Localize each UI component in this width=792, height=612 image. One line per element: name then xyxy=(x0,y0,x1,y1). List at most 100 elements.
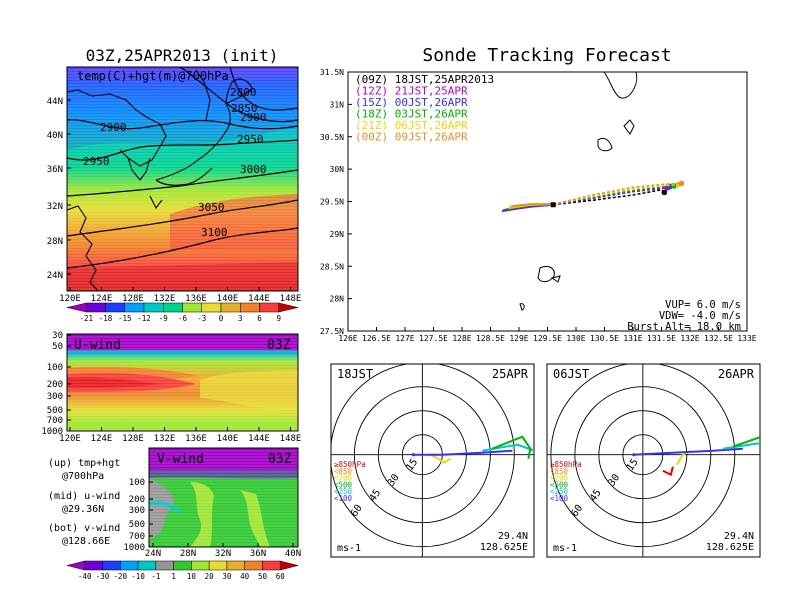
map-lon-label: 132E xyxy=(154,294,176,304)
wind-colorbar-swatch xyxy=(102,560,121,571)
u-lon-label: 140E xyxy=(217,434,239,444)
track-x-label: 131.5E xyxy=(647,334,676,343)
hodo-date-label: 25APR xyxy=(492,367,529,381)
wind-colorbar-label: -20 xyxy=(114,572,128,581)
track-param: VUP= 6.0 m/s xyxy=(665,299,741,311)
v-p-label: 200 xyxy=(129,495,145,505)
contour-label: 3000 xyxy=(240,163,267,176)
u-wind-label: U-wind xyxy=(74,338,121,353)
v-lat-label: 24N xyxy=(145,549,161,559)
track-inbound-line xyxy=(553,182,682,205)
map-lat-label: 32N xyxy=(47,202,63,212)
track-param: Burst Alt= 18.0 km xyxy=(627,321,741,333)
hodo-pressure-legend: <850 xyxy=(550,467,569,476)
wind-colorbar-swatch xyxy=(191,560,210,571)
hodo-plot xyxy=(331,364,534,557)
track-legend-item: (18Z) 03JST,26APR xyxy=(355,108,468,121)
temp-colorbar-swatch xyxy=(278,302,299,313)
track-x-label: 128.5E xyxy=(476,334,505,343)
map-lon-label: 124E xyxy=(91,294,113,304)
hodo-time-label: 06JST xyxy=(553,367,589,381)
hodo-trace xyxy=(732,436,760,448)
u-lon-label: 124E xyxy=(91,434,113,444)
u-lon-label: 128E xyxy=(122,434,144,444)
track-y-label: 28N xyxy=(330,295,345,304)
panel-notes: (up) tmp+hgt @700hPa (mid) u-wind @29.36N (b… xyxy=(48,458,120,547)
wind-colorbar-swatch xyxy=(226,560,245,571)
track-param: VDW= -4.0 m/s xyxy=(659,310,741,322)
temp-colorbar-label: -9 xyxy=(159,314,168,323)
note-line: @29.36N xyxy=(62,504,104,515)
map-lat-label: 40N xyxy=(47,131,63,141)
temp-colorbar-swatch xyxy=(124,302,145,313)
u-lon-label: 148E xyxy=(280,434,302,444)
temp-colorbar-label: -15 xyxy=(118,314,132,323)
wind-colorbar-label: -1 xyxy=(151,572,160,581)
wind-colorbar-swatch xyxy=(66,560,86,571)
track-legend-item: (21Z) 06JST,26APR xyxy=(355,119,468,132)
temp-colorbar-swatch xyxy=(105,302,125,313)
map-lon-label: 140E xyxy=(217,294,239,304)
track-y-label: 31N xyxy=(330,100,345,109)
track-x-label: 129E xyxy=(509,334,528,343)
contour-label: 2800 xyxy=(230,86,257,99)
v-p-label: 1000 xyxy=(123,543,145,553)
track-x-label: 130E xyxy=(566,334,585,343)
wind-colorbar-label: 40 xyxy=(240,572,250,581)
hodograph-18jst: 18JST 25APRms-129.4N128.625E15304560≥850h… xyxy=(330,363,535,558)
hodo-trace xyxy=(429,453,451,464)
contour-label: 3100 xyxy=(201,226,228,239)
temp-colorbar-label: -3 xyxy=(197,314,206,323)
wind-colorbar-swatch xyxy=(173,560,192,571)
track-legend-item: (12Z) 21JST,25APR xyxy=(355,85,468,98)
track-x-label: 129.5E xyxy=(533,334,562,343)
hodo-trace xyxy=(662,466,674,477)
temp-colorbar-swatch xyxy=(143,302,164,313)
hodo-pressure-legend: <500 xyxy=(550,480,569,489)
temp-colorbar-label: -21 xyxy=(79,314,93,323)
contour-label: 2850 xyxy=(231,102,258,115)
u-lon-label: 144E xyxy=(248,434,270,444)
map-field-label: temp(C)+hgt(m)@700hPa xyxy=(77,69,229,83)
hodo-pressure-legend: <700 xyxy=(550,474,569,483)
hodo-pressure-legend: <500 xyxy=(334,480,353,489)
track-y-label: 27.5N xyxy=(320,327,344,336)
u-p-label: 500 xyxy=(47,406,63,416)
hodo-origin-point xyxy=(632,453,636,457)
note-line: (bot) v-wind xyxy=(48,523,120,534)
temp-colorbar-swatch xyxy=(259,302,279,313)
note-line: (mid) u-wind xyxy=(48,491,120,502)
track-landing-point xyxy=(661,189,668,196)
map-lat-label: 28N xyxy=(47,237,63,247)
hodo-unit-label: ms-1 xyxy=(553,543,577,554)
track-legend-item: (09Z) 18JST,25APR2013 xyxy=(355,73,494,86)
hodo-origin-point xyxy=(411,453,415,457)
wind-colorbar-label: 30 xyxy=(222,572,232,581)
wind-colorbar-swatch xyxy=(84,560,103,571)
map-lon-label: 120E xyxy=(59,294,81,304)
v-lat-label: 28N xyxy=(180,549,196,559)
hodo-frame xyxy=(546,363,761,558)
hodo-lat-label: 29.4N xyxy=(498,531,528,542)
wind-colorbar-swatch xyxy=(155,560,174,571)
v-p-label: 700 xyxy=(129,532,145,542)
hodo-pressure-legend: ≥850hPa xyxy=(334,460,366,469)
u-lon-label: 136E xyxy=(185,434,207,444)
temp-colorbar-swatch xyxy=(86,302,106,313)
wind-colorbar-swatch xyxy=(137,560,157,571)
contour-label: 3050 xyxy=(198,201,225,214)
u-p-label: 200 xyxy=(47,380,63,390)
hodo-unit-label: ms-1 xyxy=(337,543,361,554)
map-lon-label: 148E xyxy=(280,294,302,304)
hodo-trace xyxy=(633,447,743,456)
hodo-date-label: 26APR xyxy=(718,367,755,381)
hodo-trace xyxy=(722,442,760,450)
temp-colorbar-label: 3 xyxy=(238,314,243,323)
track-y-label: 28.5N xyxy=(320,262,344,271)
hodo-pressure-legend: <850 xyxy=(334,467,353,476)
wind-colorbar-label: 60 xyxy=(276,572,286,581)
map-lat-label: 24N xyxy=(47,271,63,281)
hodo-lat-label: 29.4N xyxy=(724,531,754,542)
hodo-lon-label: 128.625E xyxy=(706,542,754,553)
